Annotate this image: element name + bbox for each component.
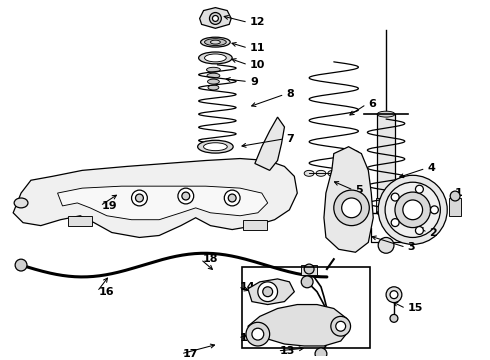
Polygon shape [255, 117, 285, 170]
Text: 7: 7 [287, 134, 294, 144]
Bar [377, 114, 395, 213]
Circle shape [385, 182, 441, 238]
Circle shape [304, 264, 314, 274]
Text: 3: 3 [408, 242, 416, 252]
Text: 13: 13 [279, 346, 295, 356]
Polygon shape [248, 305, 348, 346]
Text: 14: 14 [240, 282, 256, 292]
Circle shape [391, 219, 399, 226]
Circle shape [182, 192, 190, 200]
Circle shape [315, 348, 327, 360]
Text: 16: 16 [99, 287, 115, 297]
Bar [69, 216, 92, 226]
Ellipse shape [316, 170, 326, 176]
Text: 12: 12 [250, 17, 266, 27]
Circle shape [334, 190, 369, 226]
Ellipse shape [204, 39, 226, 46]
Circle shape [136, 194, 144, 202]
Ellipse shape [377, 111, 395, 117]
Circle shape [213, 15, 219, 21]
Bar [301, 265, 317, 275]
Circle shape [336, 321, 345, 331]
Polygon shape [324, 147, 373, 252]
Ellipse shape [207, 79, 220, 84]
Text: 8: 8 [287, 89, 294, 99]
Ellipse shape [211, 40, 220, 44]
Ellipse shape [14, 198, 28, 208]
Bar [376, 198, 396, 213]
Ellipse shape [208, 85, 219, 90]
Circle shape [263, 287, 272, 297]
Circle shape [416, 185, 423, 193]
Circle shape [252, 328, 264, 340]
Text: 10: 10 [250, 60, 265, 70]
Circle shape [331, 316, 350, 336]
Circle shape [390, 314, 398, 322]
Text: 19: 19 [102, 201, 118, 211]
Text: 4: 4 [427, 163, 436, 174]
Ellipse shape [204, 54, 226, 62]
Text: 14: 14 [240, 333, 256, 343]
Circle shape [312, 321, 322, 331]
Ellipse shape [200, 37, 230, 47]
Polygon shape [199, 8, 231, 28]
Text: 18: 18 [202, 254, 218, 264]
Circle shape [210, 13, 221, 24]
Text: 9: 9 [250, 77, 258, 87]
Circle shape [178, 188, 194, 204]
Text: 1: 1 [455, 188, 463, 198]
Ellipse shape [206, 67, 220, 72]
Circle shape [378, 175, 447, 244]
Bar [243, 220, 267, 230]
Circle shape [416, 226, 423, 234]
Ellipse shape [377, 210, 395, 216]
Text: 11: 11 [250, 43, 266, 53]
Polygon shape [248, 279, 294, 305]
Circle shape [342, 198, 362, 218]
Ellipse shape [304, 170, 314, 176]
Circle shape [15, 259, 27, 271]
Circle shape [224, 190, 240, 206]
Circle shape [131, 190, 147, 206]
Circle shape [386, 287, 402, 302]
Circle shape [390, 291, 398, 299]
Ellipse shape [198, 52, 232, 64]
Circle shape [301, 276, 313, 288]
Circle shape [395, 192, 431, 228]
Circle shape [246, 322, 270, 346]
Ellipse shape [328, 170, 338, 176]
Circle shape [228, 194, 236, 202]
Text: 17: 17 [183, 349, 198, 359]
Ellipse shape [207, 73, 220, 78]
Ellipse shape [197, 140, 233, 153]
Circle shape [431, 206, 439, 214]
Ellipse shape [203, 143, 227, 150]
Text: 15: 15 [408, 303, 423, 314]
Circle shape [450, 191, 460, 201]
Circle shape [391, 193, 399, 201]
Bar [449, 198, 461, 216]
Text: 5: 5 [355, 185, 363, 195]
Bar [242, 267, 370, 348]
Circle shape [403, 200, 422, 220]
Text: 2: 2 [429, 228, 437, 238]
Polygon shape [13, 158, 297, 238]
Circle shape [378, 238, 394, 253]
Circle shape [258, 282, 277, 302]
Text: 6: 6 [368, 99, 376, 109]
Polygon shape [57, 186, 268, 220]
